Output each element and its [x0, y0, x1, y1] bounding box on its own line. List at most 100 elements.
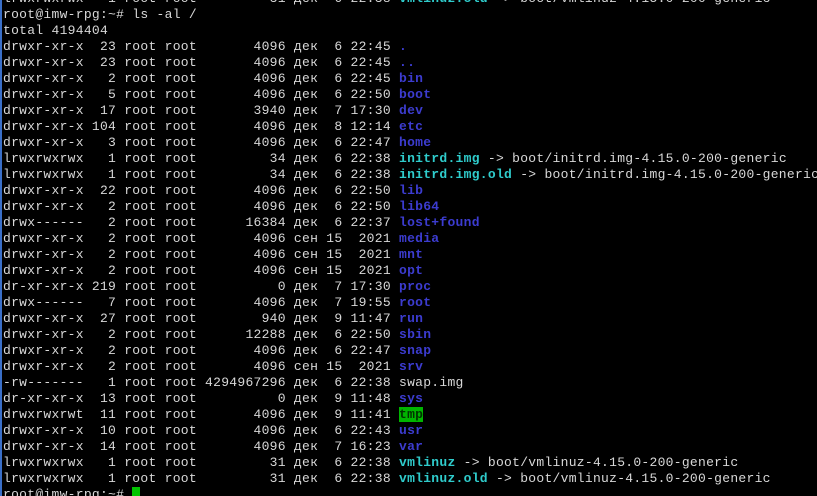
terminal-text: -> boot/initrd.img-4.15.0-200-generic — [479, 151, 787, 166]
directory-name: root — [398, 295, 432, 310]
directory-name: run — [398, 311, 424, 326]
terminal-cursor — [132, 487, 141, 496]
terminal-text: drwxr-xr-x 17 root root 3940 дек 7 17:30 — [3, 103, 399, 118]
symlink-name: initrd.img — [398, 151, 480, 166]
terminal-line: drwxr-xr-x 5 root root 4096 дек 6 22:50 … — [3, 87, 817, 103]
terminal-line: root@imw-rpg:~# — [3, 487, 817, 496]
directory-name: srv — [398, 359, 424, 374]
terminal-text: drwx------ 2 root root 16384 дек 6 22:37 — [3, 215, 399, 230]
terminal-text: drwxrwxrwt 11 root root 4096 дек 9 11:41 — [3, 407, 399, 422]
terminal-text: -> boot/vmlinuz-4.15.0-200-generic — [487, 471, 771, 486]
terminal-line: drwxr-xr-x 2 root root 4096 дек 6 22:45 … — [3, 71, 817, 87]
directory-name: etc — [398, 119, 424, 134]
terminal-text: drwxr-xr-x 2 root root 4096 сен 15 2021 — [3, 263, 399, 278]
terminal-text: lrwxrwxrwx 1 root root 34 дек 6 22:38 — [3, 151, 399, 166]
terminal-text: drwxr-xr-x 14 root root 4096 дек 7 16:23 — [3, 439, 399, 454]
symlink-name: vmlinuz.old — [398, 471, 488, 486]
terminal-text: drwxr-xr-x 2 root root 4096 сен 15 2021 — [3, 359, 399, 374]
terminal-line: root@imw-rpg:~# ls -al / — [3, 7, 817, 23]
terminal-screen: lrwxrwxrwx 1 root root 31 дек 6 22:38 vm… — [3, 0, 817, 496]
terminal-text: drwxr-xr-x 3 root root 4096 дек 6 22:47 — [3, 135, 399, 150]
terminal-text: -> boot/initrd.img-4.15.0-200-generic — [512, 167, 817, 182]
terminal-text: lrwxrwxrwx 1 root root 31 дек 6 22:38 — [3, 455, 399, 470]
terminal-line: drwx------ 2 root root 16384 дек 6 22:37… — [3, 215, 817, 231]
terminal-text: drwxr-xr-x 2 root root 4096 дек 6 22:45 — [3, 71, 399, 86]
directory-name: lib — [398, 183, 424, 198]
terminal-line: -rw------- 1 root root 4294967296 дек 6 … — [3, 375, 817, 391]
terminal-text: drwxr-xr-x 2 root root 4096 сен 15 2021 — [3, 247, 399, 262]
terminal-line: drwxr-xr-x 2 root root 4096 сен 15 2021 … — [3, 231, 817, 247]
terminal-line: drwxr-xr-x 17 root root 3940 дек 7 17:30… — [3, 103, 817, 119]
directory-name: snap — [398, 343, 432, 358]
directory-name: proc — [398, 279, 432, 294]
directory-name: lost+found — [398, 215, 480, 230]
terminal-text: drwxr-xr-x 23 root root 4096 дек 6 22:45 — [3, 55, 399, 70]
terminal-text: lrwxrwxrwx 1 root root 31 дек 6 22:38 — [3, 471, 399, 486]
terminal-text: drwx------ 7 root root 4096 дек 7 19:55 — [3, 295, 399, 310]
symlink-name: initrd.img.old — [398, 167, 513, 182]
directory-name: home — [398, 135, 432, 150]
terminal-line: drwxr-xr-x 2 root root 4096 сен 15 2021 … — [3, 247, 817, 263]
directory-name: boot — [398, 87, 432, 102]
terminal-line: drwxr-xr-x 14 root root 4096 дек 7 16:23… — [3, 439, 817, 455]
terminal-line: drwxr-xr-x 2 root root 4096 сен 15 2021 … — [3, 359, 817, 375]
terminal-line: drwxr-xr-x 2 root root 12288 дек 6 22:50… — [3, 327, 817, 343]
symlink-name: vmlinuz.old — [399, 0, 488, 6]
terminal-line: drwxr-xr-x 2 root root 4096 дек 6 22:47 … — [3, 343, 817, 359]
terminal-text: lrwxrwxrwx 1 root root 31 дек 6 22:38 — [3, 0, 399, 6]
terminal-text: root@imw-rpg:~# ls -al / — [3, 7, 197, 22]
terminal-text: root@imw-rpg:~# — [3, 487, 133, 496]
terminal-line: drwxrwxrwt 11 root root 4096 дек 9 11:41… — [3, 407, 817, 423]
directory-name: usr — [398, 423, 424, 438]
terminal-line: total 4194404 — [3, 23, 817, 39]
terminal-line: dr-xr-xr-x 13 root root 0 дек 9 11:48 sy… — [3, 391, 817, 407]
directory-name: var — [398, 439, 424, 454]
terminal-line: drwxr-xr-x 23 root root 4096 дек 6 22:45… — [3, 55, 817, 71]
terminal-line: lrwxrwxrwx 1 root root 31 дек 6 22:38 vm… — [3, 0, 817, 7]
directory-name: dev — [398, 103, 424, 118]
terminal-line: drwxr-xr-x 23 root root 4096 дек 6 22:45… — [3, 39, 817, 55]
terminal-line: drwxr-xr-x 2 root root 4096 дек 6 22:50 … — [3, 199, 817, 215]
terminal-line: drwxr-xr-x 2 root root 4096 сен 15 2021 … — [3, 263, 817, 279]
symlink-name: vmlinuz — [398, 455, 456, 470]
directory-name: sbin — [398, 327, 432, 342]
directory-name: bin — [398, 71, 424, 86]
directory-name: .. — [398, 55, 416, 70]
terminal-line: lrwxrwxrwx 1 root root 31 дек 6 22:38 vm… — [3, 471, 817, 487]
terminal-line: dr-xr-xr-x 219 root root 0 дек 7 17:30 p… — [3, 279, 817, 295]
terminal-text: drwxr-xr-x 10 root root 4096 дек 6 22:43 — [3, 423, 399, 438]
terminal-text: -> boot/vmlinuz-4.15.0-200-generic — [488, 0, 771, 6]
terminal-text: -rw------- 1 root root 4294967296 дек 6 … — [3, 375, 399, 390]
terminal-text: -> boot/vmlinuz-4.15.0-200-generic — [455, 455, 739, 470]
terminal-text: drwxr-xr-x 104 root root 4096 дек 8 12:1… — [3, 119, 399, 134]
directory-name: . — [398, 39, 408, 54]
terminal-line: lrwxrwxrwx 1 root root 34 дек 6 22:38 in… — [3, 167, 817, 183]
directory-name: media — [398, 231, 440, 246]
terminal-text: drwxr-xr-x 2 root root 12288 дек 6 22:50 — [3, 327, 399, 342]
terminal-text: drwxr-xr-x 2 root root 4096 сен 15 2021 — [3, 231, 399, 246]
terminal-line: drwxr-xr-x 104 root root 4096 дек 8 12:1… — [3, 119, 817, 135]
directory-name: opt — [398, 263, 424, 278]
directory-name: sys — [398, 391, 424, 406]
terminal-text: drwxr-xr-x 27 root root 940 дек 9 11:47 — [3, 311, 399, 326]
terminal-text: swap.img — [398, 375, 464, 390]
terminal-text: lrwxrwxrwx 1 root root 34 дек 6 22:38 — [3, 167, 399, 182]
terminal-line: drwxr-xr-x 3 root root 4096 дек 6 22:47 … — [3, 135, 817, 151]
terminal-text: drwxr-xr-x 22 root root 4096 дек 6 22:50 — [3, 183, 399, 198]
terminal-line: lrwxrwxrwx 1 root root 31 дек 6 22:38 vm… — [3, 455, 817, 471]
terminal-line: drwx------ 7 root root 4096 дек 7 19:55 … — [3, 295, 817, 311]
terminal-line: drwxr-xr-x 10 root root 4096 дек 6 22:43… — [3, 423, 817, 439]
terminal-text: dr-xr-xr-x 219 root root 0 дек 7 17:30 — [3, 279, 399, 294]
terminal-text: drwxr-xr-x 23 root root 4096 дек 6 22:45 — [3, 39, 399, 54]
terminal-text: drwxr-xr-x 5 root root 4096 дек 6 22:50 — [3, 87, 399, 102]
directory-name: lib64 — [398, 199, 440, 214]
terminal-line: drwxr-xr-x 22 root root 4096 дек 6 22:50… — [3, 183, 817, 199]
terminal-text: drwxr-xr-x 2 root root 4096 дек 6 22:47 — [3, 343, 399, 358]
terminal-text: total 4194404 — [3, 23, 109, 38]
directory-name: mnt — [398, 247, 424, 262]
terminal-line: drwxr-xr-x 27 root root 940 дек 9 11:47 … — [3, 311, 817, 327]
terminal-text: dr-xr-xr-x 13 root root 0 дек 9 11:48 — [3, 391, 399, 406]
tmp-highlight: tmp — [398, 407, 424, 422]
terminal-line: lrwxrwxrwx 1 root root 34 дек 6 22:38 in… — [3, 151, 817, 167]
